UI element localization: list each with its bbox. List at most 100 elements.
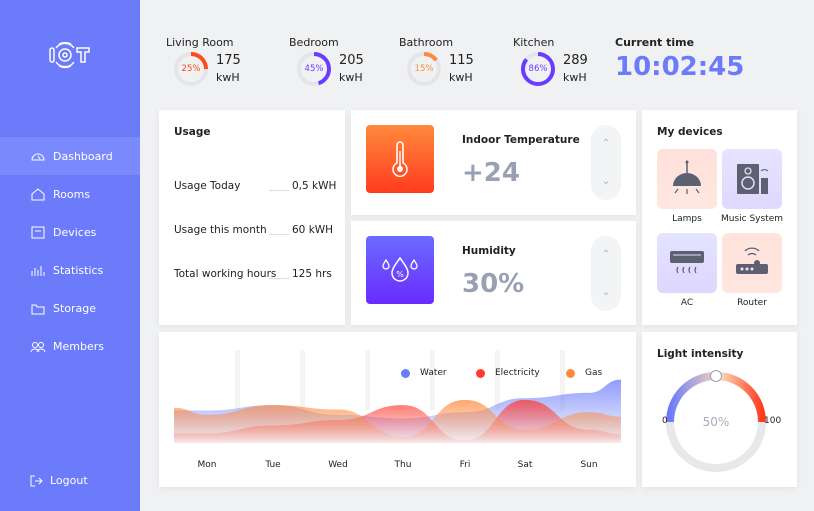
- usage-card: Usage Usage Today 0,5 kWH Usage this month…: [159, 110, 345, 325]
- room-name: Bathroom: [399, 36, 454, 49]
- svg-text:%: %: [396, 270, 404, 279]
- sidebar-item-label: Rooms: [53, 187, 91, 201]
- legend-water: Water: [401, 368, 447, 378]
- speaker-icon: [737, 164, 769, 194]
- temperature-title: Indoor Temperature: [462, 134, 580, 146]
- room-percent: 15%: [414, 64, 434, 74]
- temperature-stepper[interactable]: ⌃ ⌄: [591, 125, 621, 200]
- device-label: Music System: [720, 214, 784, 224]
- x-tick-label: Tue: [265, 460, 281, 470]
- room-unit: kwH: [563, 71, 587, 84]
- iot-logo: [48, 40, 92, 74]
- folder-icon: [31, 304, 45, 314]
- usage-row: Usage this month 60 kWH: [174, 224, 333, 238]
- divider: [269, 278, 289, 279]
- room-value: 115: [449, 53, 474, 68]
- x-tick-label: Wed: [328, 460, 348, 470]
- legend-dot: [476, 368, 485, 378]
- usage-row: Total working hours 125 hrs: [174, 268, 332, 282]
- thermometer-icon: [366, 125, 434, 193]
- light-max: 100: [764, 416, 782, 426]
- room-percent: 45%: [304, 64, 324, 74]
- room-unit: kwH: [216, 71, 240, 84]
- dashboard-icon: [31, 153, 45, 160]
- device-label: AC: [680, 298, 694, 308]
- sidebar-item-statistics[interactable]: Statistics: [0, 251, 140, 289]
- chevron-up-icon[interactable]: ⌃: [601, 249, 611, 261]
- sidebar-item-storage[interactable]: Storage: [0, 289, 140, 327]
- x-tick-label: Thu: [394, 460, 412, 470]
- room-name: Bedroom: [289, 36, 339, 49]
- room-percent: 25%: [181, 64, 201, 74]
- usage-ring: [521, 52, 555, 86]
- sidebar-item-label: Members: [53, 339, 104, 353]
- sidebar-item-label: Dashboard: [53, 149, 113, 163]
- home-icon: [31, 187, 45, 200]
- usage-row-label: Total working hours: [174, 268, 277, 280]
- room-value: 175: [216, 53, 241, 68]
- legend-electricity: Electricity: [476, 368, 540, 378]
- sidebar-nav: Dashboard Rooms Devices Statistics Storage Me…: [0, 137, 140, 365]
- room-value: 205: [339, 53, 364, 68]
- x-tick-label: Sat: [517, 460, 533, 470]
- chevron-down-icon[interactable]: ⌄: [601, 286, 611, 298]
- device-lamps[interactable]: [657, 149, 717, 209]
- sidebar-item-rooms[interactable]: Rooms: [0, 175, 140, 213]
- room-name: Kitchen: [513, 36, 555, 49]
- devices-title: My devices: [657, 126, 723, 138]
- usage-title: Usage: [174, 126, 211, 138]
- legend-label: Water: [420, 368, 447, 378]
- sidebar-item-members[interactable]: Members: [0, 327, 140, 365]
- device-router[interactable]: [722, 233, 782, 293]
- current-time: 10:02:45: [615, 52, 745, 82]
- humidity-icon: %: [366, 236, 434, 304]
- router-icon: [736, 247, 768, 274]
- x-tick-label: Mon: [197, 460, 217, 470]
- usage-ring: [407, 52, 441, 86]
- room-name: Living Room: [166, 36, 234, 49]
- members-icon: [30, 341, 46, 352]
- usage-row-value: 125 hrs: [292, 268, 332, 280]
- usage-row-label: Usage this month: [174, 224, 267, 236]
- device-label: Router: [737, 298, 767, 308]
- humidity-stepper[interactable]: ⌃ ⌄: [591, 236, 621, 311]
- sidebar: Dashboard Rooms Devices Statistics Storage Me…: [0, 0, 140, 511]
- room-living-room[interactable]: Living Room 25% 175 kwH: [166, 36, 266, 88]
- device-music-system[interactable]: [722, 149, 782, 209]
- legend-label: Electricity: [495, 368, 540, 378]
- chevron-down-icon[interactable]: ⌄: [601, 175, 611, 187]
- divider: [269, 234, 289, 235]
- sidebar-item-label: Devices: [53, 225, 97, 239]
- temperature-card: Indoor Temperature +24 ⌃ ⌄: [351, 110, 636, 215]
- room-bathroom[interactable]: Bathroom 15% 115 kwH: [399, 36, 499, 88]
- legend-dot: [401, 368, 410, 378]
- usage-row-label: Usage Today: [174, 180, 241, 192]
- sidebar-item-label: Storage: [53, 301, 97, 315]
- logout-label: Logout: [50, 474, 88, 487]
- legend-dot: [566, 368, 575, 378]
- logout-button[interactable]: Logout: [30, 474, 88, 487]
- light-min: 0: [662, 416, 668, 426]
- logout-icon: [30, 475, 43, 486]
- divider: [269, 190, 289, 191]
- chevron-up-icon[interactable]: ⌃: [601, 138, 611, 150]
- room-unit: kwH: [449, 71, 473, 84]
- x-tick-label: Sun: [580, 460, 598, 470]
- sidebar-item-devices[interactable]: Devices: [0, 213, 140, 251]
- usage-ring: [297, 52, 331, 86]
- usage-row: Usage Today 0,5 kWH: [174, 180, 336, 194]
- ac-icon: [670, 251, 704, 274]
- devices-icon: [31, 226, 45, 238]
- device-ac[interactable]: [657, 233, 717, 293]
- lamp-icon: [673, 160, 701, 194]
- usage-row-value: 60 kWH: [292, 224, 334, 236]
- humidity-card: % Humidity 30% ⌃ ⌄: [351, 221, 636, 325]
- room-bedroom[interactable]: Bedroom 45% 205 kwH: [289, 36, 389, 88]
- room-value: 289: [563, 53, 588, 68]
- room-kitchen[interactable]: Kitchen 86% 289 kwH: [513, 36, 613, 88]
- light-intensity-card: Light intensity: [642, 332, 797, 487]
- sidebar-item-dashboard[interactable]: Dashboard: [0, 137, 140, 175]
- device-label: Lamps: [672, 214, 702, 224]
- room-unit: kwH: [339, 71, 363, 84]
- humidity-value: 30%: [462, 269, 525, 299]
